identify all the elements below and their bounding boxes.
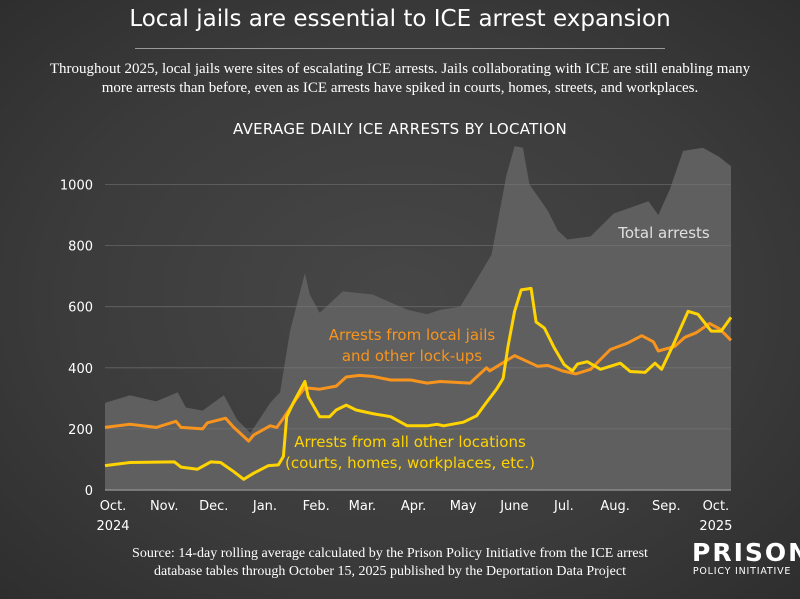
x-tick-label: Dec. xyxy=(199,499,228,514)
logo-line2: POLICY INITIATIVE xyxy=(692,566,792,577)
x-tick-year: 2024 xyxy=(96,519,129,534)
series-line-other xyxy=(104,286,733,481)
chart-title-main: Local jails are essential to ICE arrest … xyxy=(129,6,671,32)
series-label: and other lock-ups xyxy=(342,347,482,365)
y-tick-label: 1000 xyxy=(60,179,93,194)
x-tick-label: May xyxy=(450,499,477,514)
series-label: Arrests from all other locations xyxy=(294,433,526,451)
y-tick-label: 600 xyxy=(68,301,93,316)
x-tick-label: Oct. xyxy=(703,499,730,514)
y-tick-label: 200 xyxy=(68,423,93,438)
series-label: (courts, homes, workplaces, etc.) xyxy=(285,454,535,472)
source-note: Source: 14-day rolling average calculate… xyxy=(132,546,648,579)
x-tick-label: Jul. xyxy=(553,499,574,514)
y-tick-label: 800 xyxy=(68,240,93,255)
x-tick-label: Feb. xyxy=(303,499,330,514)
x-tick-label: Oct. xyxy=(100,499,127,514)
prison-policy-initiative-logo: PRISON POLICY INITIATIVE xyxy=(692,538,800,578)
series-label: Arrests from local jails xyxy=(329,326,496,344)
y-tick-label: 400 xyxy=(68,362,93,377)
x-tick-label: June xyxy=(499,499,528,514)
x-tick-label: Jan. xyxy=(252,499,277,514)
y-tick-label: 0 xyxy=(85,484,93,499)
title-divider xyxy=(135,48,665,49)
subtitle: Throughout 2025, local jails were sites … xyxy=(49,61,751,96)
x-tick-year: 2025 xyxy=(699,519,732,534)
x-tick-label: Apr. xyxy=(401,499,426,514)
x-tick-label: Mar. xyxy=(349,499,376,514)
total-arrests-area xyxy=(105,146,731,491)
series-label: Total arrests xyxy=(617,224,710,242)
chart-title: AVERAGE DAILY ICE ARRESTS BY LOCATION xyxy=(232,120,567,138)
logo-line1: PRISON xyxy=(692,538,800,567)
x-tick-label: Aug. xyxy=(600,499,630,514)
series-line-jails xyxy=(104,322,733,443)
x-tick-label: Nov. xyxy=(150,499,179,514)
x-tick-label: Sep. xyxy=(652,499,681,514)
